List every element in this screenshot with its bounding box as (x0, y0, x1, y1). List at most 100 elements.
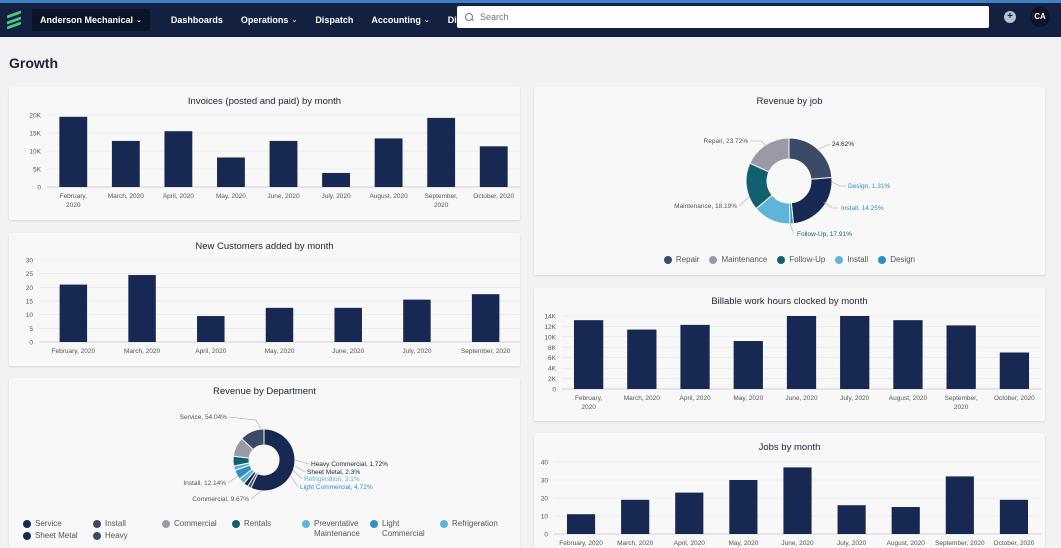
y-tick-label: 20 (541, 496, 549, 503)
x-tick-label: August, 2020 (889, 395, 928, 402)
bar[interactable] (374, 138, 403, 187)
bar[interactable] (59, 284, 88, 342)
user-avatar[interactable]: CA (1030, 7, 1050, 27)
search-bar[interactable] (457, 6, 989, 28)
pie-slice-service[interactable] (250, 428, 296, 492)
bar[interactable] (566, 514, 596, 534)
legend-item[interactable]: Repair (663, 255, 699, 264)
bar[interactable] (733, 341, 763, 389)
bar[interactable] (197, 316, 225, 342)
slice-label: Commercial, 9.67% (192, 496, 249, 503)
legend-item[interactable]: Rentals (232, 519, 292, 529)
bar[interactable] (471, 294, 500, 342)
x-tick-label: May, 2020 (265, 348, 295, 355)
revenue-by-job-card: Revenue by job Repair, 23.72% 24.62% Desig… (534, 87, 1045, 275)
pie-slice-maintenance[interactable] (749, 137, 790, 173)
bar[interactable] (999, 499, 1029, 534)
bar[interactable] (111, 140, 140, 187)
slice-label: Repair, 23.72% (704, 138, 749, 145)
legend-item[interactable]: Maintenance (709, 255, 767, 264)
bar[interactable] (322, 172, 350, 187)
bar[interactable] (164, 131, 193, 187)
y-tick-label: 20K (29, 113, 41, 120)
pie-slice-repair[interactable] (788, 137, 833, 180)
legend-item[interactable]: Sheet Metal (23, 531, 83, 541)
nav-item-dashboards[interactable]: Dashboards (162, 15, 232, 25)
bar[interactable] (128, 275, 156, 342)
company-selector[interactable]: Anderson Mechanical ⌄ (32, 9, 150, 31)
x-tick-label: July, 2020 (402, 348, 432, 355)
legend-label: Rentals (244, 519, 272, 528)
y-tick-label: 4K (548, 366, 557, 373)
legend-item[interactable]: Preventative Maintenance (302, 519, 362, 539)
bar[interactable] (893, 320, 923, 389)
bar[interactable] (621, 499, 650, 534)
bar[interactable] (946, 325, 976, 389)
legend-item[interactable]: Refrigeration (440, 519, 510, 529)
x-tick-label: February, 2020 (559, 540, 603, 547)
bar[interactable] (840, 316, 870, 389)
y-tick-label: 5 (29, 326, 33, 333)
y-tick-label: 0 (29, 340, 33, 347)
pie-slice-install[interactable] (240, 428, 265, 451)
legend-dot-icon (777, 255, 786, 264)
y-tick-label: 15K (29, 131, 41, 138)
x-tick-label: September, (425, 193, 458, 200)
bar[interactable] (891, 507, 920, 534)
x-tick-label: August, 2020 (369, 193, 408, 200)
bar[interactable] (783, 467, 812, 534)
bar[interactable] (729, 480, 758, 534)
bar[interactable] (334, 307, 362, 342)
legend-item[interactable]: Follow-Up (777, 255, 825, 264)
legend-dot-icon (835, 255, 844, 264)
chart-title: Invoices (posted and paid) by month (187, 96, 342, 107)
bar[interactable] (945, 476, 974, 534)
chevron-down-icon: ⌄ (136, 17, 142, 24)
app-logo-icon[interactable] (7, 10, 21, 30)
x-tick-label: September, (945, 395, 978, 402)
legend-item[interactable]: Heavy (93, 531, 153, 541)
bar[interactable] (479, 146, 508, 187)
legend-item[interactable]: Commercial (162, 519, 232, 529)
bar[interactable] (427, 117, 456, 187)
bar[interactable] (217, 157, 245, 187)
x-tick-label: March, 2020 (624, 395, 661, 402)
legend-item[interactable]: Install (93, 519, 153, 529)
y-tick-label: 12K (544, 324, 556, 331)
legend-item[interactable]: Service (23, 519, 83, 529)
nav-item-label: Dashboards (170, 15, 223, 25)
y-tick-label: 14K (544, 314, 556, 321)
legend-item[interactable]: Install (835, 255, 868, 264)
department-legend: Service Install Commercial Rentals Preventat… (9, 519, 521, 548)
nav-item-dispatch[interactable]: Dispatch (306, 15, 362, 25)
legend-label: Sheet Metal (35, 531, 78, 540)
legend-dot-icon (370, 520, 378, 528)
search-input[interactable] (480, 12, 960, 22)
bar[interactable] (627, 329, 657, 389)
label-leader-line (292, 469, 303, 480)
label-leader-line (789, 223, 795, 235)
bar[interactable] (269, 140, 298, 187)
chart-title: Billable work hours clocked by month (711, 296, 868, 307)
bar[interactable] (265, 307, 294, 342)
bar[interactable] (59, 116, 88, 187)
bar[interactable] (837, 505, 866, 534)
legend-item[interactable]: Design (878, 255, 915, 264)
bar[interactable] (680, 324, 710, 389)
y-tick-label: 10 (541, 514, 549, 521)
x-tick-label: July, 2020 (837, 540, 867, 547)
bar[interactable] (999, 352, 1030, 390)
add-button[interactable]: + (1004, 11, 1016, 23)
label-leader-line (294, 465, 306, 473)
legend-label: Commercial (174, 519, 217, 528)
pie-slice-unlabeled[interactable] (790, 177, 833, 225)
bar[interactable] (573, 320, 604, 389)
nav-item-accounting[interactable]: Accounting ⌄ (362, 15, 438, 25)
bar[interactable] (786, 316, 817, 389)
label-leader-line (250, 490, 262, 500)
legend-item[interactable]: Light Commercial (370, 519, 428, 539)
nav-item-label: Operations (240, 15, 289, 25)
bar[interactable] (675, 492, 704, 534)
bar[interactable] (403, 299, 431, 342)
nav-item-operations[interactable]: Operations ⌄ (232, 15, 306, 25)
